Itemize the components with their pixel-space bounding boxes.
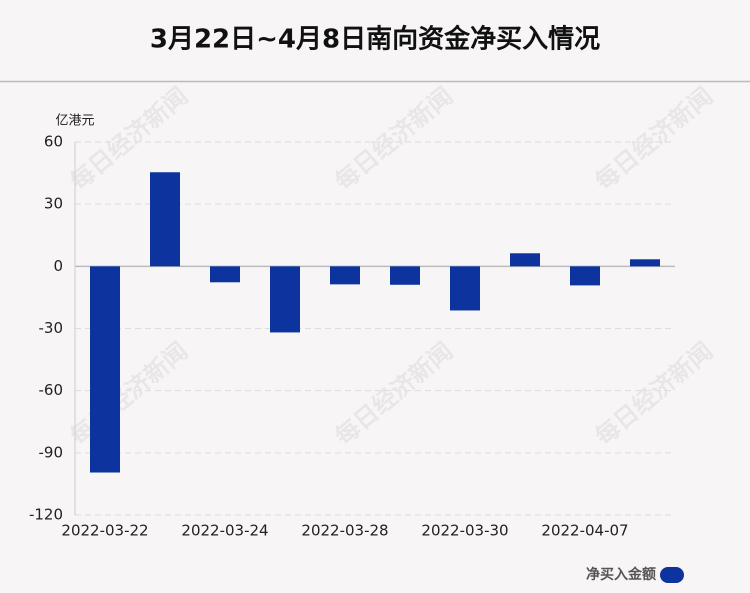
bar [150, 172, 180, 267]
x-tick-label: 2022-04-07 [541, 522, 628, 540]
x-tick-label: 2022-03-24 [181, 522, 268, 540]
x-tick-label: 2022-03-22 [61, 522, 148, 540]
y-tick-label: 0 [53, 257, 63, 275]
bar [390, 266, 420, 285]
bar [330, 266, 360, 285]
x-tick-label: 2022-03-28 [301, 522, 388, 540]
bar [570, 266, 600, 286]
y-tick-label: -120 [29, 506, 63, 524]
bar [630, 259, 660, 267]
y-tick-label: -30 [39, 319, 64, 337]
y-tick-label: -60 [39, 381, 64, 399]
legend-swatch [660, 567, 684, 583]
bar [90, 266, 120, 473]
legend-label: 净买入金额 [586, 566, 656, 583]
chart-title: 3月22日~4月8日南向资金净买入情况 [150, 24, 600, 55]
y-axis-label: 亿港元 [55, 114, 94, 129]
y-tick-label: 60 [44, 133, 63, 151]
x-tick-label: 2022-03-30 [421, 522, 508, 540]
bar [450, 266, 480, 311]
y-tick-label: -90 [39, 443, 64, 461]
bar [210, 266, 240, 283]
bar [510, 253, 540, 267]
y-tick-label: 30 [44, 195, 63, 213]
bar [270, 266, 300, 333]
